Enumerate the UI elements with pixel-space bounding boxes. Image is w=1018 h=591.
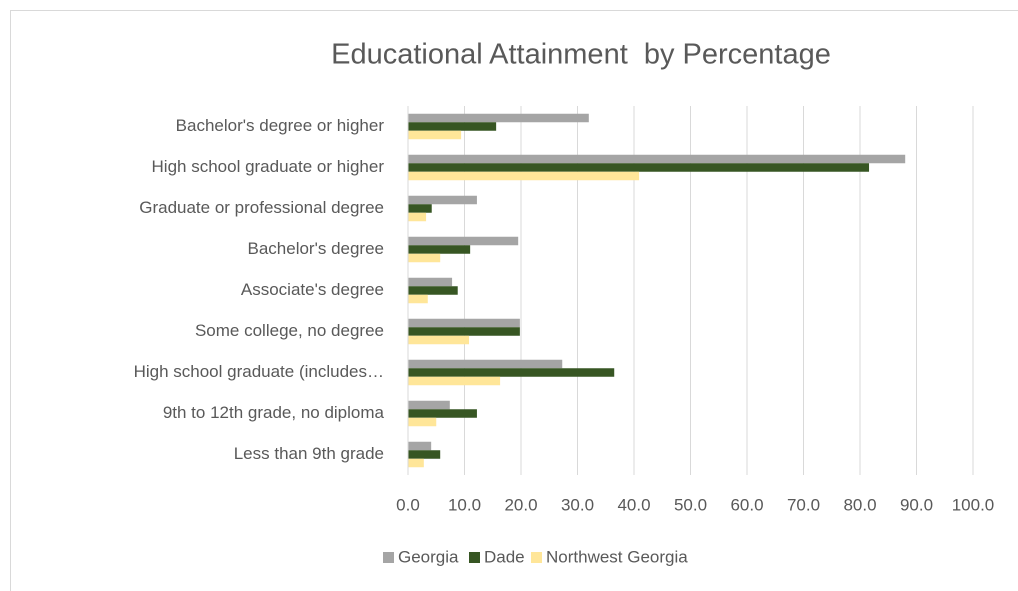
y-tick-label: Associate's degree xyxy=(241,280,384,299)
bar xyxy=(408,318,520,328)
legend-swatch xyxy=(469,552,480,563)
x-tick-label: 60.0 xyxy=(730,495,763,514)
legend-label: Northwest Georgia xyxy=(546,547,688,566)
bar xyxy=(408,236,519,246)
bar xyxy=(408,294,428,304)
bar xyxy=(408,154,906,164)
x-tick-label: 100.0 xyxy=(952,495,995,514)
bar xyxy=(408,368,615,377)
y-tick-label: Graduate or professional degree xyxy=(139,198,384,217)
chart-title: Educational Attainment by Percentage xyxy=(331,39,831,71)
bar xyxy=(408,113,589,123)
legend-swatch xyxy=(383,552,394,563)
y-tick-label: High school graduate (includes… xyxy=(134,362,384,381)
bar xyxy=(408,253,441,263)
bar xyxy=(408,277,453,287)
bar xyxy=(408,204,432,213)
bar xyxy=(408,450,441,459)
x-tick-label: 0.0 xyxy=(396,495,420,514)
y-tick-label: Bachelor's degree or higher xyxy=(176,116,385,135)
bar xyxy=(408,212,427,222)
bar xyxy=(408,400,450,410)
bar xyxy=(408,163,870,172)
bar xyxy=(408,376,501,386)
bar xyxy=(408,359,563,369)
bar xyxy=(408,458,424,468)
y-tick-label: High school graduate or higher xyxy=(152,157,385,176)
bar xyxy=(408,245,471,254)
x-tick-label: 40.0 xyxy=(617,495,650,514)
x-tick-label: 10.0 xyxy=(448,495,481,514)
bar xyxy=(408,441,432,451)
bar xyxy=(408,286,458,295)
y-tick-label: Some college, no degree xyxy=(195,321,384,340)
bar xyxy=(408,130,462,140)
bar xyxy=(408,335,470,345)
legend-label: Georgia xyxy=(398,547,459,566)
legend-swatch xyxy=(531,552,542,563)
bar xyxy=(408,195,477,205)
x-tick-label: 80.0 xyxy=(843,495,876,514)
x-tick-label: 90.0 xyxy=(900,495,933,514)
bar xyxy=(408,171,640,181)
y-tick-label: 9th to 12th grade, no diploma xyxy=(163,403,385,422)
y-tick-label: Less than 9th grade xyxy=(234,444,384,463)
x-tick-label: 20.0 xyxy=(504,495,537,514)
x-tick-label: 30.0 xyxy=(561,495,594,514)
chart-border xyxy=(10,10,1018,591)
bar xyxy=(408,417,437,427)
bar xyxy=(408,327,520,336)
legend-label: Dade xyxy=(484,547,525,566)
x-tick-label: 70.0 xyxy=(787,495,820,514)
x-tick-label: 50.0 xyxy=(674,495,707,514)
bar xyxy=(408,409,477,418)
bar xyxy=(408,122,497,131)
y-tick-label: Bachelor's degree xyxy=(248,239,385,258)
